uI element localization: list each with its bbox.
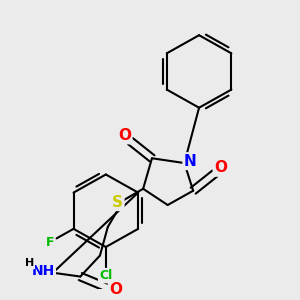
- Text: H: H: [25, 258, 34, 268]
- Text: F: F: [46, 236, 54, 249]
- Text: O: O: [109, 282, 122, 297]
- Text: Cl: Cl: [99, 269, 112, 282]
- Text: NH: NH: [32, 264, 55, 278]
- Text: N: N: [184, 154, 197, 169]
- Text: S: S: [112, 195, 123, 210]
- Text: O: O: [214, 160, 227, 175]
- Text: O: O: [118, 128, 131, 143]
